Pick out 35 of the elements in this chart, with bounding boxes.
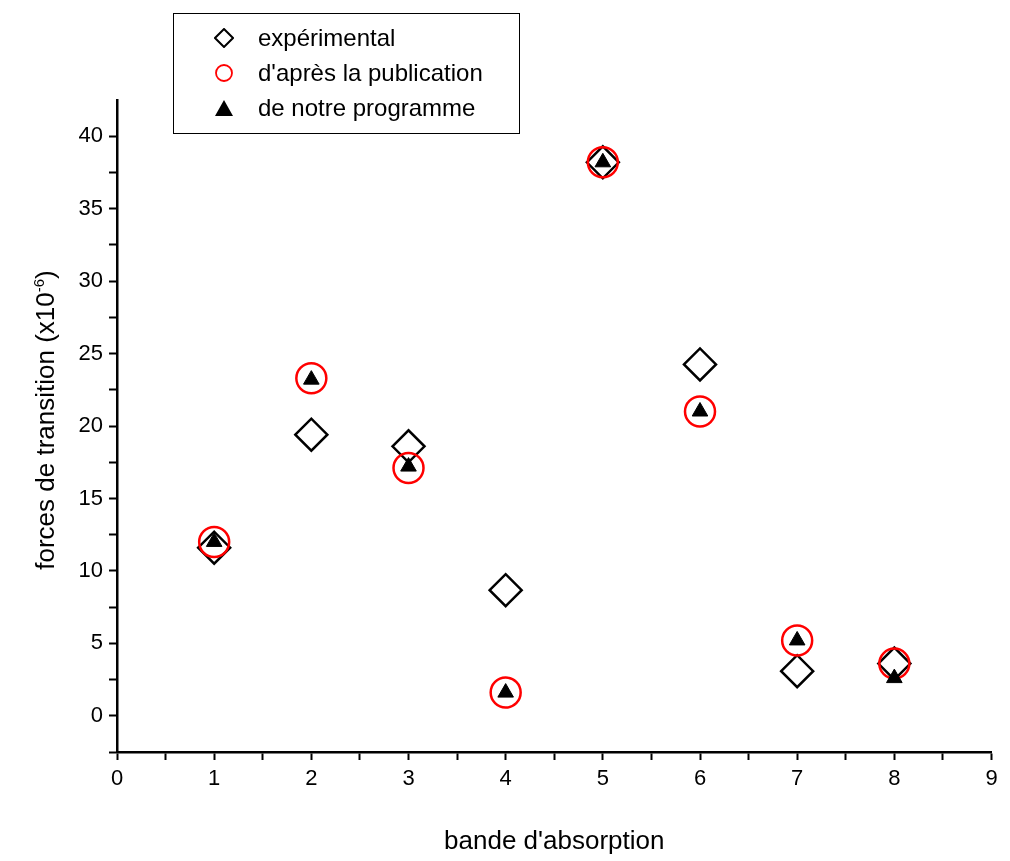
x-tick-label: 8 [888,765,901,791]
y-tick-label: 5 [90,629,103,655]
y-tick-label: 10 [78,556,103,582]
point [392,451,425,485]
x-tick-label: 9 [985,765,998,791]
point [197,525,231,559]
x-axis-title: bande d'absorption [444,824,665,855]
point [886,668,903,684]
x-tick-label: 4 [499,765,512,791]
y-tick-label: 0 [90,701,103,727]
y-tick-label: 25 [78,339,103,365]
y-tick-label: 15 [78,484,103,510]
y-tick-label: 30 [78,267,103,293]
x-tick-label: 1 [208,765,221,791]
point [488,572,523,608]
point [489,676,522,709]
point [295,361,328,395]
y-tick-label: 20 [78,412,103,438]
legend-label: d'après la publication [258,58,483,88]
y-tick-label: 35 [78,194,103,220]
x-tick-label: 6 [693,765,707,791]
x-tick-label: 7 [791,765,804,791]
legend-label: expérimental [258,23,396,53]
x-tick-label: 5 [596,765,609,791]
point [780,624,814,657]
y-tick-label: 40 [78,122,103,148]
x-tick-label: 0 [110,765,124,791]
legend-label: de notre programme [258,93,476,123]
point [779,653,815,689]
x-tick-label: 3 [402,765,415,791]
point [682,347,718,382]
point [294,417,329,452]
point [683,395,717,428]
point [391,429,426,464]
x-tick-label: 2 [305,765,318,791]
